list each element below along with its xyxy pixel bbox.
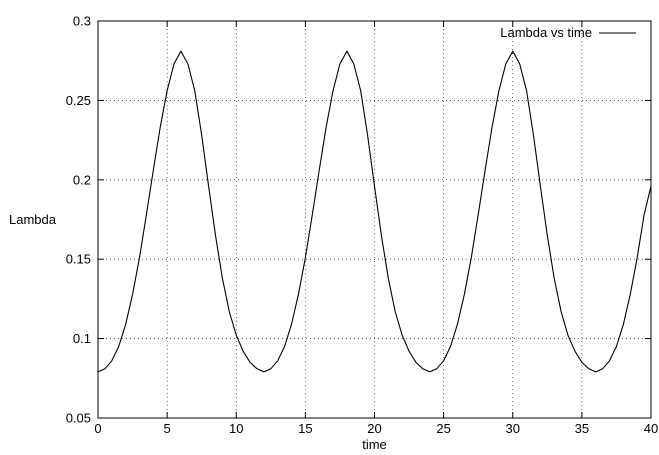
y-tick-labels: 0.05 0.1 0.15 0.2 0.25 0.3	[66, 14, 91, 426]
legend-label: Lambda vs time	[500, 25, 592, 40]
y-tick-label: 0.25	[66, 93, 91, 108]
legend: Lambda vs time	[500, 25, 636, 40]
x-tick-labels: 0 5 10 15 20 25 30 35 40	[94, 421, 658, 436]
y-tick-label: 0.3	[73, 14, 91, 29]
y-axis-label: Lambda	[9, 212, 57, 227]
x-tick-label: 15	[298, 421, 312, 436]
x-tick-label: 5	[164, 421, 171, 436]
x-tick-label: 10	[229, 421, 243, 436]
y-tick-label: 0.15	[66, 252, 91, 267]
y-tick-label: 0.2	[73, 172, 91, 187]
y-tick-label: 0.05	[66, 411, 91, 426]
x-tick-label: 20	[367, 421, 381, 436]
grid-lines	[98, 21, 651, 418]
x-axis-label: time	[362, 437, 387, 452]
x-tick-label: 30	[506, 421, 520, 436]
series-layer	[97, 50, 652, 373]
x-tick-label: 40	[644, 421, 658, 436]
x-tick-label: 25	[436, 421, 450, 436]
x-tick-label: 35	[575, 421, 589, 436]
x-tick-label: 0	[94, 421, 101, 436]
tick-marks	[97, 20, 652, 419]
y-tick-label: 0.1	[73, 331, 91, 346]
plot-frame	[97, 20, 652, 419]
series-line	[97, 50, 652, 373]
